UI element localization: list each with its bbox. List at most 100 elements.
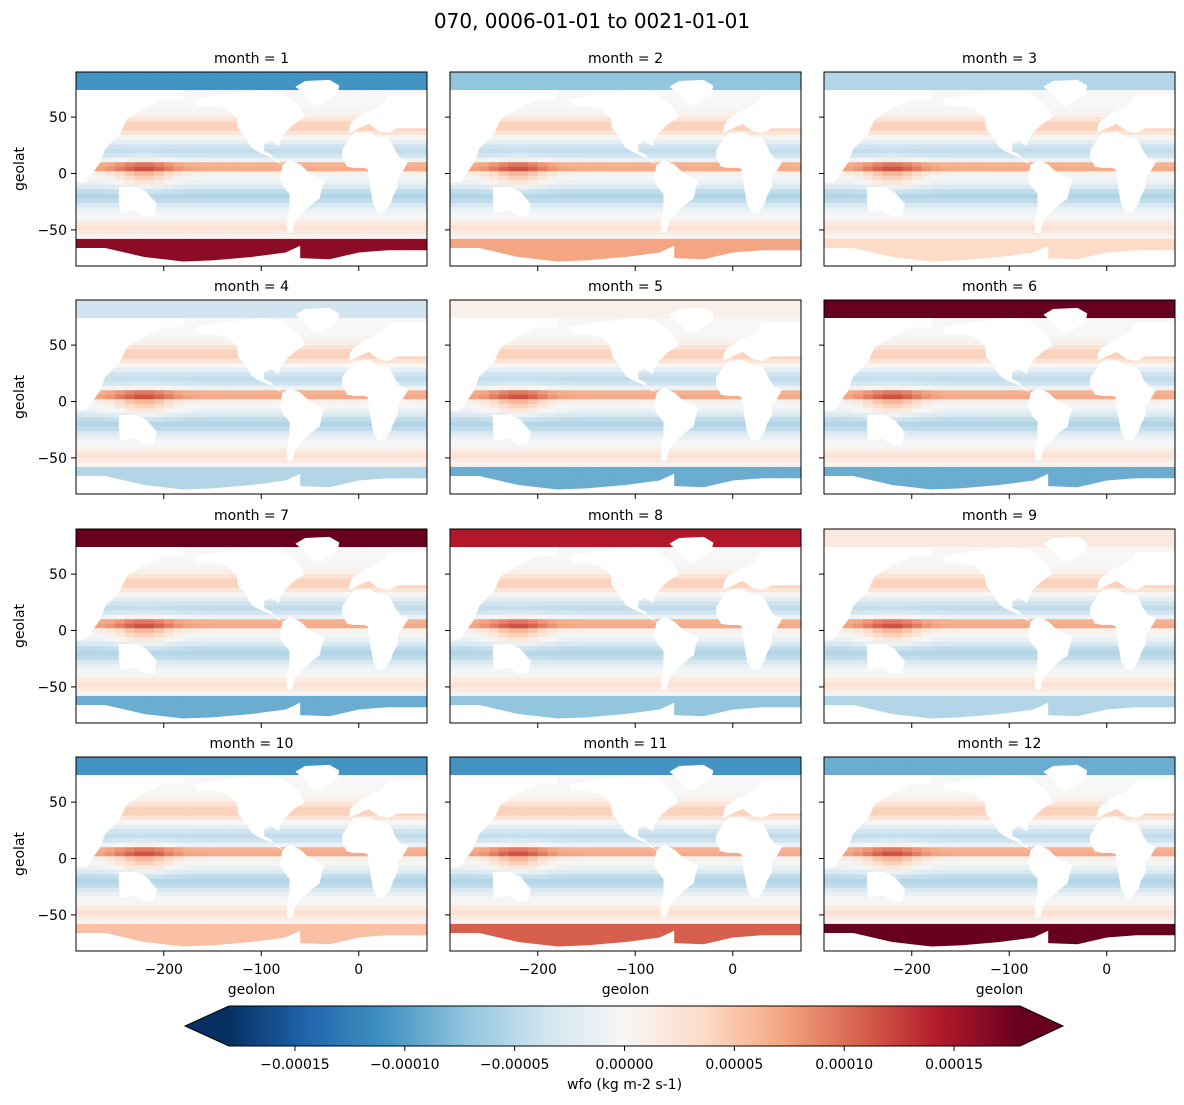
field-cell xyxy=(144,247,155,254)
field-cell xyxy=(960,148,971,154)
field-cell xyxy=(781,220,792,226)
field-cell xyxy=(300,327,311,333)
field-cell xyxy=(606,225,617,231)
field-cell xyxy=(378,300,389,306)
field-cell xyxy=(154,148,165,154)
field-cell xyxy=(596,220,607,226)
field-cell xyxy=(329,99,340,105)
field-cell xyxy=(212,166,223,172)
field-cell xyxy=(222,76,233,82)
field-cell xyxy=(1165,90,1175,96)
field-cell xyxy=(1009,243,1020,249)
field-cell xyxy=(95,216,106,222)
field-cell xyxy=(713,139,724,145)
field-cell xyxy=(397,144,409,150)
field-cell xyxy=(567,216,578,222)
field-cell xyxy=(674,220,685,226)
field-cell xyxy=(417,180,427,186)
field-cell xyxy=(105,81,116,87)
field-cell xyxy=(654,193,666,199)
field-cell xyxy=(833,202,845,208)
field-cell xyxy=(557,103,568,109)
field-cell xyxy=(154,126,165,132)
field-cell xyxy=(791,81,801,87)
field-cell xyxy=(1136,72,1147,78)
field-cell xyxy=(703,153,714,159)
field-cell xyxy=(941,85,952,91)
field-cell xyxy=(489,139,500,145)
field-cell xyxy=(115,81,126,87)
field-cell xyxy=(518,130,529,136)
field-cell xyxy=(980,135,991,141)
field-cell xyxy=(752,229,763,236)
field-cell xyxy=(635,171,646,177)
field-cell xyxy=(1077,166,1088,172)
field-cell xyxy=(202,184,214,190)
field-cell xyxy=(941,121,952,127)
field-cell xyxy=(931,103,942,109)
field-cell xyxy=(319,220,331,226)
field-cell xyxy=(1126,211,1137,217)
field-cell xyxy=(723,81,734,87)
field-cell xyxy=(703,243,714,249)
field-cell xyxy=(645,211,656,217)
field-cell xyxy=(980,90,991,96)
field-cell xyxy=(703,76,714,82)
field-cell xyxy=(319,229,331,236)
field-cell xyxy=(134,144,145,150)
field-cell xyxy=(625,198,636,204)
field-cell xyxy=(843,175,854,181)
field-cell xyxy=(882,135,893,141)
field-cell xyxy=(703,252,714,258)
field-cell xyxy=(508,216,519,222)
field-cell xyxy=(1058,148,1069,154)
field-cell xyxy=(664,135,675,141)
field-cell xyxy=(1097,216,1108,222)
field-cell xyxy=(557,234,568,240)
field-cell xyxy=(271,198,282,204)
field-cell xyxy=(635,229,646,236)
field-cell xyxy=(95,304,106,310)
field-cell xyxy=(232,300,243,306)
field-cell xyxy=(388,207,399,213)
field-cell xyxy=(528,103,539,109)
field-cell xyxy=(762,76,773,82)
field-cell xyxy=(547,166,558,172)
field-cell xyxy=(1165,234,1175,240)
field-cell xyxy=(329,198,340,204)
field-cell xyxy=(684,207,695,213)
field-cell xyxy=(300,220,311,226)
field-cell xyxy=(518,166,529,172)
field-cell xyxy=(358,225,370,231)
field-cell xyxy=(1145,234,1157,240)
field-cell xyxy=(723,198,734,204)
field-cell xyxy=(310,229,321,236)
field-cell xyxy=(843,229,854,236)
field-cell xyxy=(989,175,1001,181)
field-cell xyxy=(567,144,578,150)
field-cell xyxy=(407,318,418,324)
field-cell xyxy=(498,144,510,150)
field-cell xyxy=(232,193,243,199)
field-cell xyxy=(417,198,427,204)
field-cell xyxy=(970,193,981,199)
field-cell xyxy=(684,72,695,78)
field-cell xyxy=(557,243,568,249)
field-cell xyxy=(960,225,971,231)
field-cell xyxy=(310,300,321,306)
field-cell xyxy=(378,81,389,87)
field-cell xyxy=(378,211,389,217)
field-cell xyxy=(664,229,675,236)
field-cell xyxy=(280,90,292,96)
field-cell xyxy=(105,202,116,208)
field-cell xyxy=(261,252,272,258)
field-cell xyxy=(999,243,1010,249)
field-cell xyxy=(232,309,243,315)
field-cell xyxy=(654,234,666,240)
field-cell xyxy=(537,193,549,199)
field-cell xyxy=(154,202,165,208)
field-cell xyxy=(547,220,558,226)
field-cell xyxy=(459,81,471,87)
field-cell xyxy=(645,225,656,231)
field-cell xyxy=(508,252,519,258)
